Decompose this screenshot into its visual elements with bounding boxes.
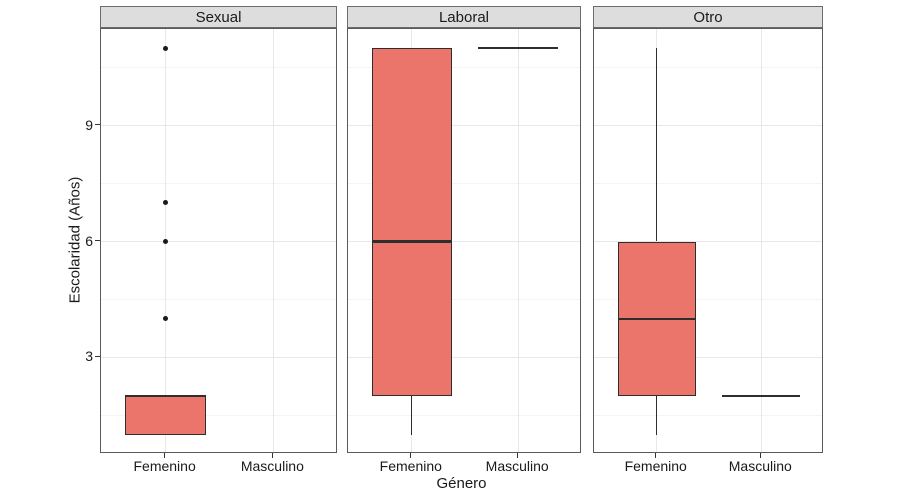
gridline-minor-h <box>594 298 822 300</box>
y-axis-tick <box>95 355 100 357</box>
upper-whisker <box>656 48 658 242</box>
gridline-major-h <box>101 356 336 358</box>
gridline-minor-h <box>101 414 336 416</box>
gridline-major-v <box>760 29 762 452</box>
gridline-major-v <box>272 29 274 452</box>
gridline-minor-h <box>594 67 822 69</box>
median-line <box>125 394 206 398</box>
x-tick-label: Femenino <box>133 458 196 474</box>
facet-panel <box>100 28 337 453</box>
gridline-major-h <box>101 125 336 127</box>
gridline-minor-h <box>101 298 336 300</box>
x-tick-label: Femenino <box>624 458 687 474</box>
gridline-minor-h <box>348 298 580 300</box>
x-tick-label: Masculino <box>728 458 792 474</box>
gridline-minor-h <box>594 183 822 185</box>
strip-label: Laboral <box>438 8 490 26</box>
x-axis-tick <box>164 453 166 458</box>
outlier-point <box>163 239 169 244</box>
x-tick-label: Masculino <box>240 458 304 474</box>
facet-panel <box>593 28 823 453</box>
gridline-minor-h <box>101 67 336 69</box>
y-tick-label: 6 <box>85 232 93 249</box>
strip-label: Sexual <box>195 8 242 26</box>
gridline-major-h <box>348 125 580 127</box>
facet-strip: Laboral <box>347 6 581 28</box>
lower-whisker <box>411 396 413 435</box>
y-axis-tick <box>95 240 100 241</box>
gridline-major-h <box>348 356 580 358</box>
gridline-minor-h <box>348 183 580 185</box>
strip-label: Otro <box>693 8 723 26</box>
x-axis-title: Género <box>436 475 487 492</box>
x-tick-label: Masculino <box>485 458 549 474</box>
gridline-minor-h <box>348 414 580 416</box>
outlier-point <box>163 200 169 206</box>
gridline-major-h <box>101 241 336 242</box>
x-axis-tick <box>759 453 761 458</box>
x-axis-tick <box>271 453 273 458</box>
gridline-major-h <box>594 125 822 127</box>
boxplot-box <box>125 396 206 435</box>
outlier-point <box>163 45 169 51</box>
gridline-major-h <box>594 241 822 242</box>
gridline-minor-h <box>594 414 822 416</box>
median-line <box>722 394 801 398</box>
gridline-major-h <box>594 356 822 358</box>
lower-whisker <box>656 396 658 435</box>
gridline-minor-h <box>101 183 336 185</box>
y-tick-label: 9 <box>85 116 93 133</box>
boxplot-box <box>371 48 452 397</box>
x-tick-label: Femenino <box>379 458 442 474</box>
facet-strip: Sexual <box>100 6 337 28</box>
x-axis-tick <box>516 453 518 458</box>
gridline-minor-h <box>348 67 580 69</box>
median-line <box>478 47 559 50</box>
outlier-point <box>163 316 169 322</box>
facet-panel <box>347 28 581 453</box>
gridline-major-h <box>348 241 580 242</box>
x-axis-tick <box>655 453 657 458</box>
x-axis-tick <box>410 453 412 458</box>
y-axis-tick <box>95 124 100 126</box>
median-line <box>617 317 696 320</box>
median-line <box>371 240 452 243</box>
facet-strip: Otro <box>593 6 823 28</box>
gridline-major-v <box>517 29 519 452</box>
y-tick-label: 3 <box>85 348 93 365</box>
